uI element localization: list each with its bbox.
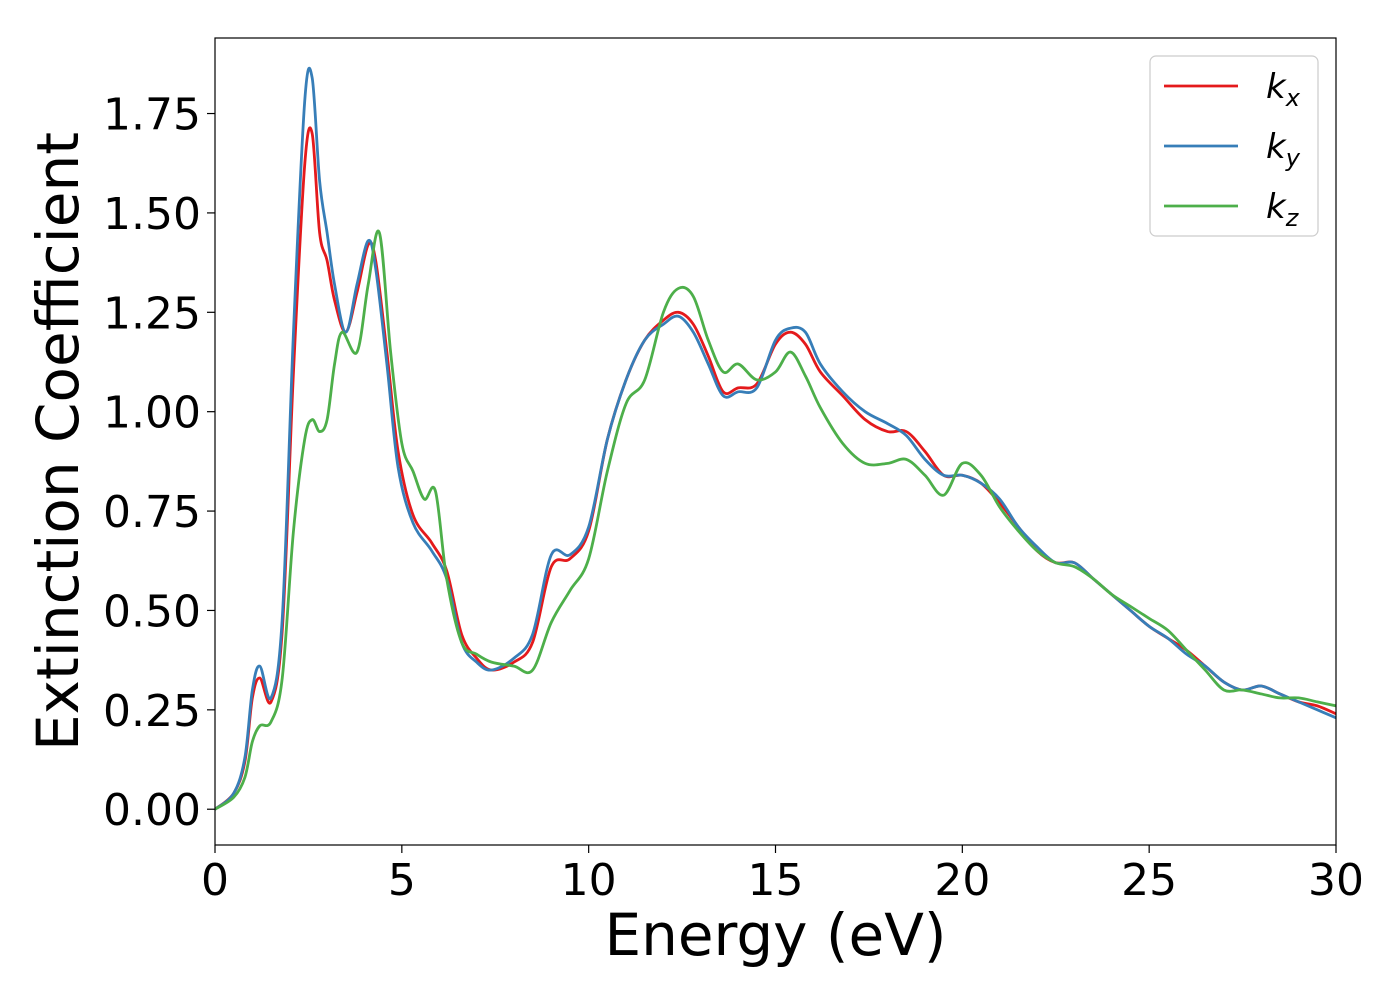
- y-axis-title: Extinction Coefficient: [24, 132, 92, 751]
- y-tick-label: 1.00: [103, 388, 201, 439]
- x-tick-label: 0: [201, 855, 229, 906]
- x-tick-label: 25: [1121, 855, 1177, 906]
- series-line-k-z: [215, 229, 1336, 811]
- x-tick-label: 10: [561, 855, 617, 906]
- series-layer: [215, 66, 1336, 811]
- x-tick-label: 15: [748, 855, 804, 906]
- y-tick-label: 1.50: [103, 189, 201, 240]
- y-tick-label: 1.75: [103, 90, 201, 141]
- y-tick-label: 1.25: [103, 288, 201, 339]
- y-tick-label: 0.25: [103, 686, 201, 737]
- x-axis-title: Energy (eV): [604, 901, 946, 969]
- y-axis-ticks: 0.00 0.25 0.50 0.75 1.00 1.25 1.50 1.75: [103, 90, 215, 836]
- y-tick-label: 0.50: [103, 586, 201, 637]
- x-axis-ticks: 0 5 10 15 20 25 30: [201, 845, 1364, 906]
- x-tick-label: 20: [934, 855, 990, 906]
- x-tick-label: 30: [1308, 855, 1364, 906]
- y-tick-label: 0.75: [103, 487, 201, 538]
- y-tick-label: 0.00: [103, 785, 201, 836]
- x-tick-label: 5: [388, 855, 416, 906]
